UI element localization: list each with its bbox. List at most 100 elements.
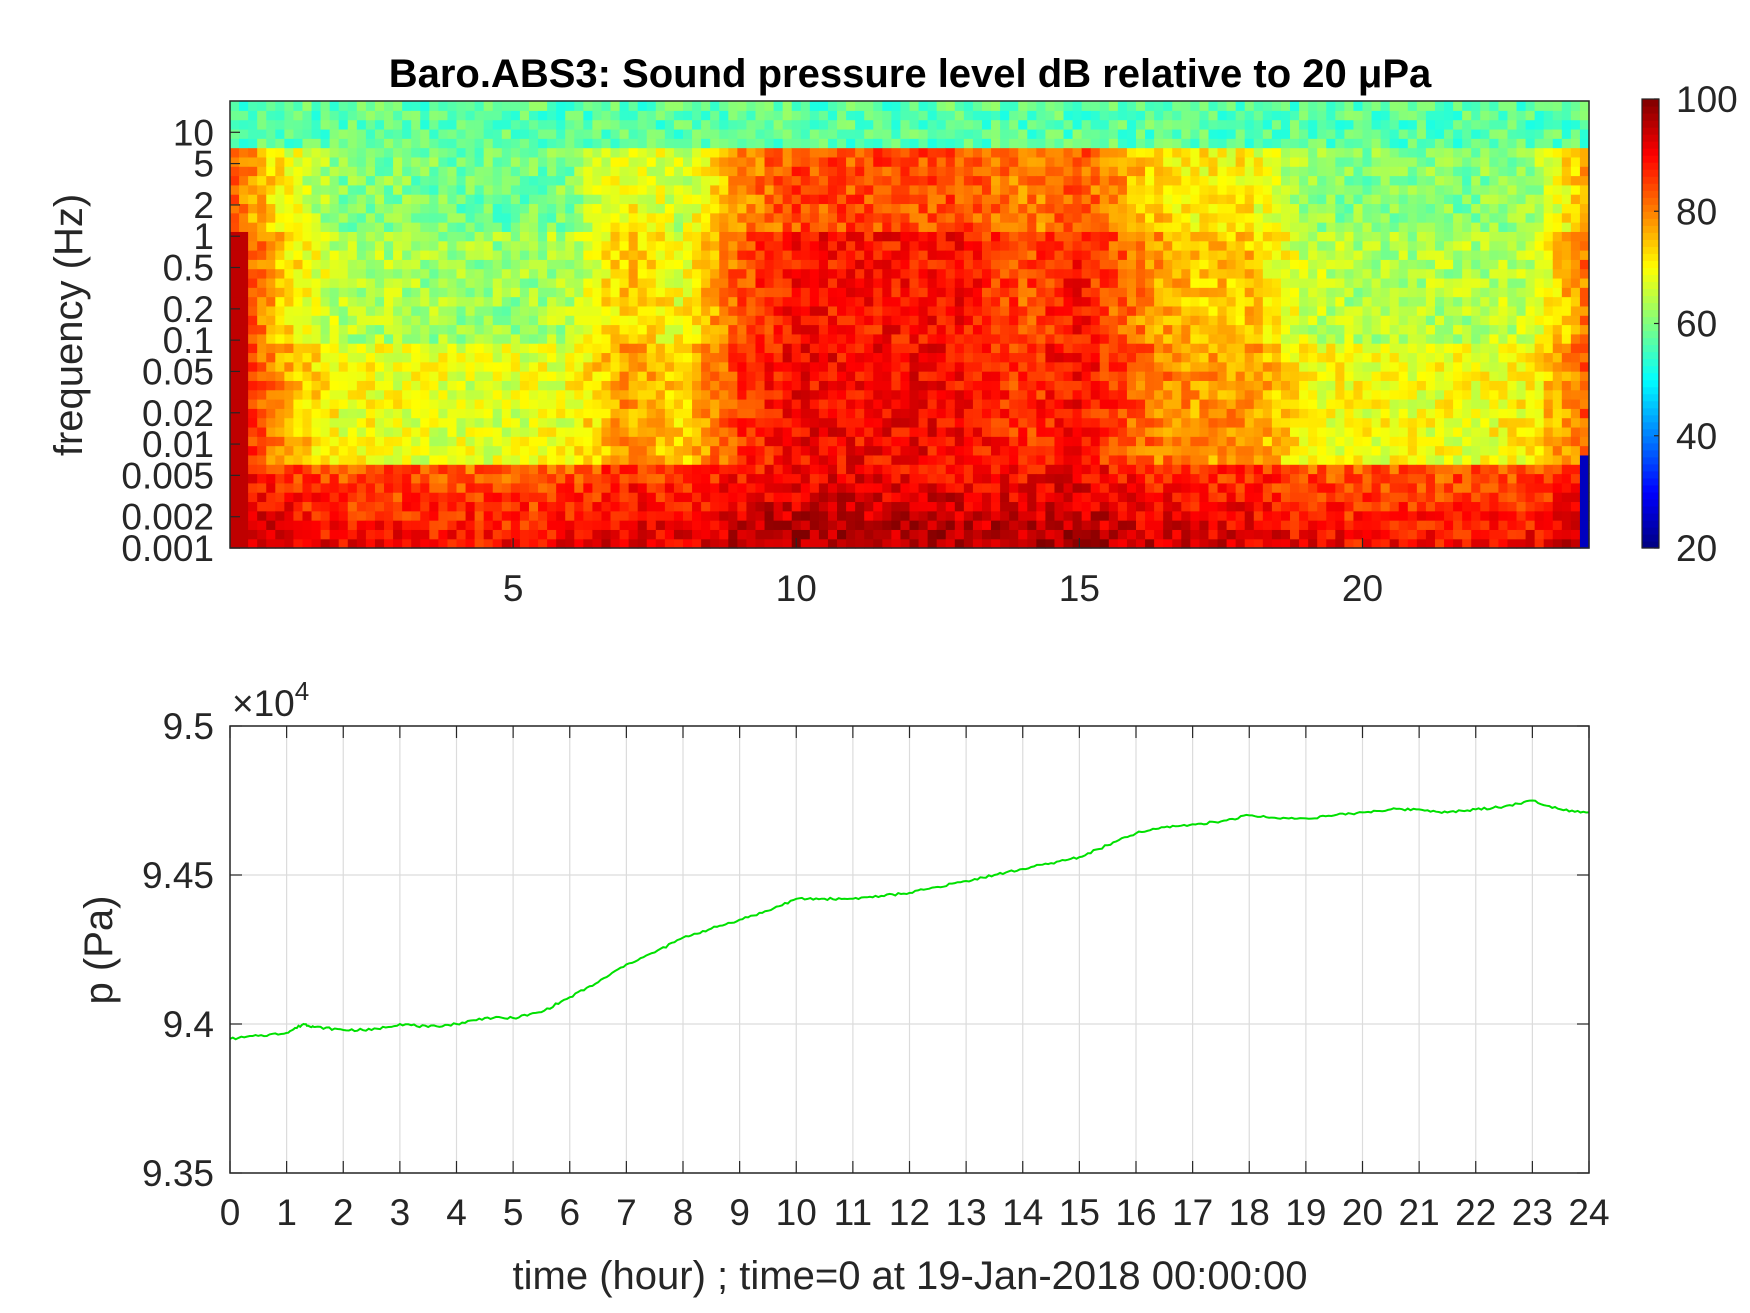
heatmap-cell — [528, 128, 539, 139]
heatmap-cell — [818, 240, 829, 251]
heatmap-cell — [1081, 343, 1092, 354]
heatmap-cell — [456, 473, 467, 484]
heatmap-cell — [1154, 259, 1164, 270]
heatmap-cell — [365, 156, 376, 167]
heatmap-cell — [782, 175, 793, 186]
heatmap-cell — [456, 212, 467, 223]
heatmap-cell — [483, 184, 494, 195]
heatmap-cell — [230, 184, 240, 195]
heatmap-cell — [1063, 175, 1074, 186]
heatmap-cell — [1027, 343, 1037, 354]
spectrogram-title: Baro.ABS3: Sound pressure level dB relat… — [389, 52, 1432, 96]
heatmap-cell — [574, 426, 584, 437]
heatmap-cell — [592, 538, 603, 549]
heatmap-cell — [429, 352, 439, 363]
heatmap-cell — [972, 296, 983, 307]
heatmap-cell — [927, 426, 938, 437]
heatmap-cell — [1136, 501, 1146, 512]
heatmap-cell — [619, 315, 630, 326]
heatmap-cell — [1099, 380, 1110, 391]
heatmap-cell — [492, 361, 503, 372]
heatmap-cell — [891, 128, 902, 139]
heatmap-cell — [991, 492, 1001, 503]
heatmap-cell — [456, 454, 467, 465]
heatmap-cell — [673, 408, 684, 419]
heatmap-cell — [1054, 231, 1065, 242]
heatmap-cell — [1036, 277, 1046, 288]
heatmap-cell — [954, 436, 965, 447]
heatmap-cell — [1163, 268, 1173, 279]
heatmap-cell — [492, 343, 503, 354]
heatmap-cell — [501, 110, 512, 121]
heatmap-cell — [791, 231, 802, 242]
heatmap-cell — [610, 389, 621, 400]
heatmap-cell — [991, 119, 1001, 130]
heatmap-cell — [827, 138, 838, 149]
heatmap-cell — [257, 305, 267, 316]
heatmap-cell — [429, 222, 439, 232]
heatmap-cell — [791, 305, 802, 316]
heatmap-cell — [275, 277, 285, 288]
heatmap-cell — [782, 417, 793, 428]
heatmap-cell — [701, 268, 711, 279]
heatmap-cell — [918, 315, 929, 326]
heatmap-cell — [447, 408, 458, 419]
heatmap-cell — [927, 287, 938, 298]
heatmap-cell — [293, 268, 304, 279]
heatmap-cell — [302, 156, 313, 167]
heatmap-cell — [1090, 436, 1101, 447]
heatmap-cell — [1018, 110, 1028, 121]
heatmap-cell — [1018, 194, 1028, 205]
heatmap-cell — [501, 287, 512, 298]
heatmap-cell — [483, 287, 494, 298]
heatmap-cell — [809, 101, 820, 111]
heatmap-cell — [574, 184, 584, 195]
heatmap-cell — [347, 333, 358, 344]
heatmap-cell — [510, 445, 521, 456]
heatmap-cell — [538, 389, 548, 400]
heatmap-cell — [547, 426, 557, 437]
heatmap-cell — [601, 212, 612, 223]
heatmap-cell — [991, 520, 1001, 530]
heatmap-cell — [936, 529, 947, 540]
heatmap-cell — [465, 343, 476, 354]
heatmap-cell — [356, 166, 367, 177]
heatmap-cell — [909, 361, 920, 372]
heatmap-cell — [338, 175, 349, 186]
heatmap-cell — [827, 380, 838, 391]
heatmap-cell — [1081, 268, 1092, 279]
heatmap-cell — [356, 147, 367, 158]
heatmap-cell — [583, 538, 593, 549]
heatmap-cell — [592, 520, 603, 530]
heatmap-cell — [692, 231, 702, 242]
heatmap-cell — [356, 482, 367, 493]
heatmap-cell — [384, 119, 394, 130]
heatmap-cell — [592, 417, 603, 428]
heatmap-cell — [438, 324, 449, 335]
heatmap-cell — [791, 101, 802, 111]
heatmap-cell — [1009, 510, 1019, 521]
heatmap-cell — [420, 436, 430, 447]
heatmap-cell — [393, 482, 403, 493]
heatmap-cell — [601, 175, 612, 186]
heatmap-cell — [492, 473, 503, 484]
heatmap-cell — [764, 473, 775, 484]
heatmap-cell — [628, 529, 639, 540]
heatmap-cell — [239, 166, 249, 177]
heatmap-cell — [1126, 445, 1137, 456]
heatmap-cell — [1126, 324, 1137, 335]
heatmap-cell — [601, 436, 612, 447]
heatmap-cell — [329, 492, 340, 503]
heatmap-cell — [556, 203, 566, 214]
heatmap-cell — [547, 399, 557, 409]
heatmap-cell — [384, 343, 394, 354]
heatmap-cell — [864, 371, 874, 381]
heatmap-cell — [402, 194, 412, 205]
heatmap-cell — [873, 538, 883, 549]
heatmap-cell — [891, 324, 902, 335]
heatmap-cell — [746, 184, 757, 195]
heatmap-cell — [266, 222, 276, 232]
heatmap-cell — [284, 101, 295, 111]
heatmap-cell — [963, 175, 974, 186]
heatmap-cell — [936, 436, 947, 447]
